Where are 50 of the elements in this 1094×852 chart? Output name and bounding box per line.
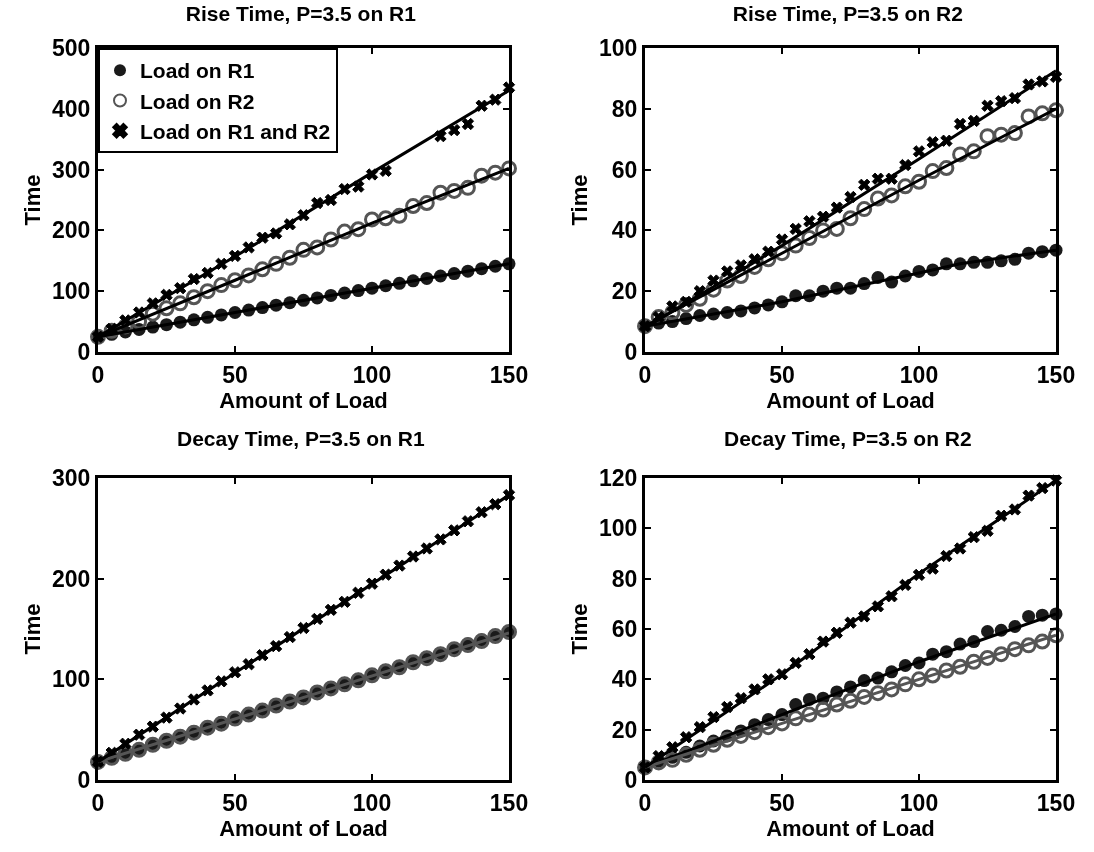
x-tick-label: 150: [489, 789, 529, 816]
y-tick-label: 300: [52, 465, 91, 492]
y-tick-label: 300: [52, 156, 91, 183]
x-tick-label: 100: [899, 789, 939, 816]
y-tick-label: 100: [599, 515, 638, 542]
y-tick-label: 100: [52, 278, 91, 305]
y-tick-label: 0: [624, 767, 638, 794]
x-tick-label: 50: [222, 361, 248, 388]
legend-label: Load on R2: [140, 89, 255, 113]
y-tick-label: 60: [611, 616, 638, 643]
chart-title: Decay Time, P=3.5 on R2: [724, 426, 972, 450]
y-tick-label: 120: [599, 465, 638, 492]
y-tick-label: 40: [611, 217, 638, 244]
y-tick-label: 500: [52, 35, 91, 62]
x-axis-title: Amount of Load: [219, 387, 388, 413]
y-tick-label: 100: [52, 666, 91, 693]
x-tick-label: 100: [352, 361, 392, 388]
x-tick-label: 150: [1036, 789, 1076, 816]
x-axis-title: Amount of Load: [219, 815, 388, 841]
y-tick-label: 20: [611, 716, 638, 743]
y-tick-label: 200: [52, 217, 91, 244]
y-tick-label: 0: [77, 767, 91, 794]
chart-title: Rise Time, P=3.5 on R2: [732, 2, 963, 25]
x-tick-label: 100: [899, 361, 939, 388]
y-tick-label: 80: [611, 95, 638, 122]
y-tick-label: 60: [611, 156, 638, 183]
x-axis-title: Amount of Load: [766, 815, 935, 841]
y-tick-label: 80: [611, 565, 638, 592]
chart-title: Decay Time, P=3.5 on R1: [177, 426, 425, 450]
y-tick-label: 0: [624, 339, 638, 366]
legend-label: Load on R1: [140, 59, 255, 83]
y-axis-title: Time: [19, 174, 45, 226]
y-tick-label: 200: [52, 565, 91, 592]
x-axis-title: Amount of Load: [766, 387, 935, 413]
legend-label: Load on R1 and R2: [140, 119, 331, 143]
x-tick-label: 150: [489, 361, 529, 388]
x-tick-label: 50: [222, 789, 248, 816]
y-axis-title: Time: [566, 603, 592, 655]
y-tick-label: 20: [611, 278, 638, 305]
x-tick-label: 100: [352, 789, 392, 816]
y-tick-label: 100: [599, 35, 638, 62]
y-axis-title: Time: [566, 174, 592, 226]
y-axis-title: Time: [19, 603, 45, 655]
x-tick-label: 150: [1036, 361, 1076, 388]
y-tick-label: 400: [52, 95, 91, 122]
y-tick-label: 40: [611, 666, 638, 693]
y-tick-label: 0: [77, 339, 91, 366]
x-tick-label: 50: [769, 789, 795, 816]
chart-title: Rise Time, P=3.5 on R1: [185, 2, 417, 25]
x-tick-label: 50: [769, 361, 795, 388]
